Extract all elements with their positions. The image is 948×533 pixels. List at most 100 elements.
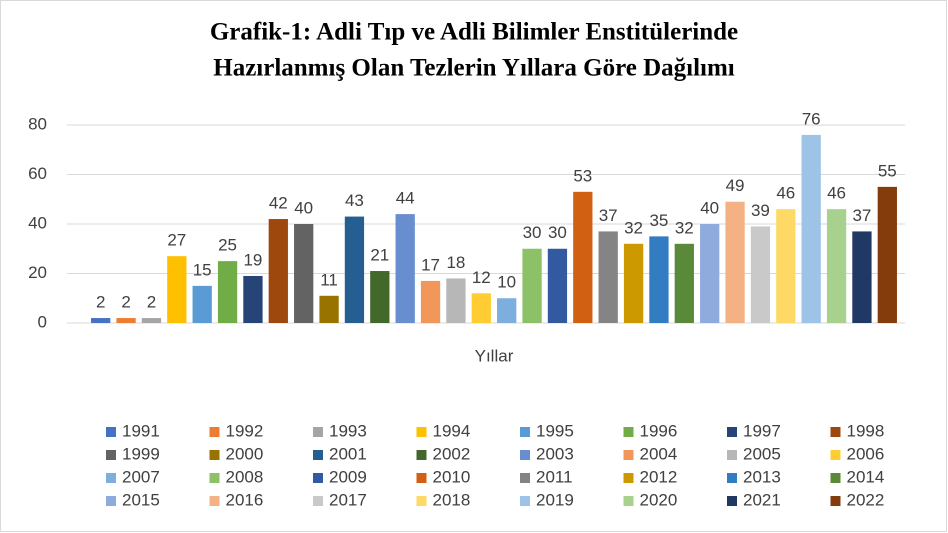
data-label: 32 (675, 218, 694, 237)
data-label: 10 (497, 273, 516, 292)
bar (573, 191, 593, 323)
bar (522, 248, 542, 323)
bar (700, 224, 720, 323)
legend-label: 2019 (536, 490, 574, 509)
data-label: 30 (548, 223, 567, 242)
data-label: 25 (218, 236, 237, 255)
legend-swatch (209, 450, 220, 460)
y-tick-label: 20 (28, 263, 47, 282)
legend-swatch (106, 473, 116, 483)
bar (674, 243, 694, 323)
legend-label: 2012 (640, 467, 678, 486)
data-label: 30 (523, 223, 542, 242)
y-tick-label: 0 (38, 312, 47, 331)
data-label: 49 (726, 176, 745, 195)
data-label: 27 (167, 231, 186, 250)
bar (217, 261, 238, 323)
legend-label: 2001 (329, 444, 367, 463)
legend-label: 2000 (226, 444, 264, 463)
legend-label: 2021 (743, 490, 781, 509)
bar (776, 209, 796, 323)
legend-swatch (209, 496, 220, 506)
legend-swatch (106, 496, 116, 506)
legend-label: 2006 (847, 444, 885, 463)
legend-label: 2020 (640, 490, 678, 509)
data-label: 37 (852, 206, 871, 225)
bar (167, 256, 187, 323)
legend-swatch (416, 496, 427, 506)
legend-label: 1995 (536, 421, 574, 440)
bar (420, 280, 441, 323)
legend-swatch (727, 473, 737, 483)
data-label: 76 (802, 109, 821, 128)
bar (801, 134, 821, 323)
data-label: 46 (827, 184, 846, 203)
bar (91, 318, 111, 323)
data-label: 2 (121, 293, 130, 312)
legend-swatch (520, 496, 530, 506)
legend-label: 2002 (433, 444, 471, 463)
bar (547, 248, 568, 323)
data-label: 18 (446, 253, 465, 272)
data-label: 46 (776, 184, 795, 203)
legend-swatch (830, 427, 841, 437)
y-tick-label: 80 (28, 114, 47, 133)
legend-label: 2009 (329, 467, 367, 486)
data-label: 43 (345, 191, 364, 210)
data-label: 32 (624, 218, 643, 237)
data-label: 53 (573, 166, 592, 185)
bar (623, 243, 644, 323)
legend-label: 1997 (743, 421, 781, 440)
data-label: 2 (96, 293, 105, 312)
legend-label: 2017 (329, 490, 367, 509)
bar (446, 278, 466, 323)
legend-label: 2022 (847, 490, 885, 509)
legend-swatch (623, 450, 634, 460)
data-label: 39 (751, 201, 770, 220)
data-label: 55 (878, 161, 897, 180)
legend-label: 2016 (226, 490, 264, 509)
bar (725, 201, 745, 323)
legend-label: 2008 (226, 467, 264, 486)
data-label: 19 (243, 250, 262, 269)
legend-swatch (416, 473, 427, 483)
legend-label: 2004 (640, 444, 678, 463)
legend-label: 1998 (847, 421, 885, 440)
bar (826, 209, 847, 323)
legend-swatch (106, 450, 116, 460)
bar (649, 236, 669, 323)
y-tick-label: 60 (28, 164, 47, 183)
legend-label: 2007 (122, 467, 160, 486)
legend-swatch (209, 473, 220, 483)
bar (192, 285, 212, 323)
legend-label: 2015 (122, 490, 160, 509)
data-label: 17 (421, 255, 440, 274)
legend-label: 2011 (536, 467, 573, 486)
legend-swatch (106, 427, 116, 437)
legend-swatch (416, 450, 427, 460)
legend-label: 1999 (122, 444, 160, 463)
data-label: 2 (147, 293, 156, 312)
data-label: 15 (193, 260, 212, 279)
data-label: 42 (269, 194, 288, 213)
legend-swatch (416, 427, 427, 437)
legend-label: 1993 (329, 421, 367, 440)
bar (344, 216, 365, 323)
legend-swatch (727, 450, 737, 460)
bar (877, 186, 897, 323)
bar (750, 226, 771, 323)
data-label: 37 (599, 206, 618, 225)
legend-label: 2014 (847, 467, 885, 486)
y-tick-label: 40 (28, 213, 47, 232)
legend-label: 2005 (743, 444, 781, 463)
chart-title: Hazırlanmış Olan Tezlerin Yıllara Göre D… (213, 55, 735, 82)
legend-label: 2003 (536, 444, 574, 463)
x-axis-label: Yıllar (475, 346, 514, 365)
bar (243, 275, 263, 323)
bar (497, 298, 517, 323)
legend-swatch (830, 473, 841, 483)
legend-label: 1992 (226, 421, 264, 440)
chart-title: Grafik-1: Adli Tıp ve Adli Bilimler Enst… (210, 19, 738, 46)
legend-swatch (520, 473, 530, 483)
data-label: 21 (370, 246, 389, 265)
